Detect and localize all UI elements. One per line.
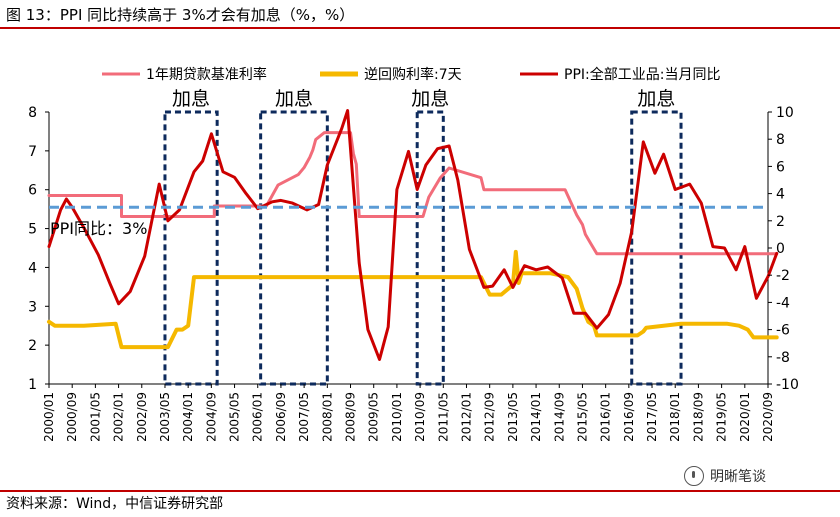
x-tick-label: 2002/01 (112, 392, 126, 442)
x-tick-label: 2005/05 (228, 392, 242, 442)
x-tick-label: 2009/05 (367, 392, 381, 442)
threshold-line: PPI同比：3% (49, 205, 768, 238)
right-tick-label: -2 (776, 268, 790, 284)
wechat-icon (684, 466, 704, 486)
x-tick-label: 2020/09 (761, 392, 775, 442)
x-tick-label: 2004/09 (204, 392, 218, 442)
threshold-label: PPI同比：3% (50, 219, 147, 238)
x-tick-label: 2018/09 (691, 392, 705, 442)
x-tick-label: 2001/05 (88, 392, 102, 442)
left-tick-label: 3 (28, 299, 37, 315)
left-tick-label: 2 (28, 338, 37, 354)
legend-label-1: 1年期贷款基准利率 (146, 66, 267, 83)
series-line-2 (47, 249, 779, 350)
right-tick-label: 0 (776, 241, 785, 257)
left-tick-label: 1 (28, 377, 37, 393)
x-tick-label: 2012/01 (459, 392, 473, 442)
x-tick-label: 2018/01 (668, 392, 682, 442)
left-tick-label: 4 (28, 260, 37, 276)
figure-title: 图 13：PPI 同比持续高于 3%才会有加息（%，%） (6, 6, 355, 24)
series-lines (47, 109, 779, 361)
annotation-labels: 加息 加息 加息 加息 (172, 88, 675, 110)
x-tick-label: 2013/05 (506, 392, 520, 442)
x-tick-label: 2000/01 (42, 392, 56, 442)
right-tick-label: 6 (776, 159, 785, 175)
rate-hike-box (415, 110, 445, 386)
x-tick-label: 2010/09 (413, 392, 427, 442)
x-tick-label: 2020/01 (738, 392, 752, 442)
source-note: 资料来源：Wind，中信证券研究部 (6, 496, 224, 512)
x-tick-label: 2006/09 (274, 392, 288, 442)
rate-hike-label: 加息 (172, 88, 210, 110)
x-tick-label: 2014/01 (529, 392, 543, 442)
left-tick-label: 8 (28, 105, 37, 121)
watermark: 明晰笔谈 (684, 466, 766, 486)
rate-hike-boxes (163, 110, 683, 386)
right-tick-label: -4 (776, 295, 790, 311)
rate-hike-box (163, 110, 219, 386)
rate-hike-label: 加息 (637, 88, 675, 110)
left-tick-label: 5 (28, 222, 37, 238)
right-tick-label: -6 (776, 323, 790, 339)
x-tick-label: 2002/09 (135, 392, 149, 442)
x-tick-label: 2006/01 (251, 392, 265, 442)
watermark-text: 明晰笔谈 (710, 469, 766, 485)
header-divider (0, 27, 840, 29)
x-tick-label: 2016/09 (622, 392, 636, 442)
right-tick-label: -8 (776, 350, 790, 366)
rate-hike-box (259, 110, 329, 386)
legend-label-3: PPI:全部工业品:当月同比 (564, 66, 720, 83)
axis-ticks: 1 2 3 4 5 6 7 8 -10 -8 -6 -4 -2 0 2 4 6 8 10 2000/01 2000/09… (28, 105, 799, 442)
x-tick-label: 2016/01 (599, 392, 613, 442)
series-line-3 (47, 109, 779, 361)
chart: PPI同比：3% 1 2 3 4 5 6 7 8 -10 -8 -6 -4 -2 0 2 4 6 8 10 2000/… (28, 66, 799, 442)
x-tick-label: 2008/01 (320, 392, 334, 442)
x-tick-label: 2012/09 (483, 392, 497, 442)
x-tick-label: 2000/09 (65, 392, 79, 442)
x-tick-label: 2010/01 (390, 392, 404, 442)
right-tick-label: -10 (776, 377, 799, 393)
legend-label-2: 逆回购利率:7天 (364, 66, 462, 83)
rate-hike-label: 加息 (411, 88, 449, 110)
right-tick-label: 2 (776, 214, 785, 230)
x-tick-label: 2007/05 (297, 392, 311, 442)
left-tick-label: 7 (28, 144, 37, 160)
footer-divider (0, 490, 840, 492)
x-tick-label: 2003/05 (158, 392, 172, 442)
right-tick-label: 10 (776, 105, 794, 121)
legend: 1年期贷款基准利率 逆回购利率:7天 PPI:全部工业品:当月同比 (102, 66, 720, 83)
x-tick-label: 2004/01 (181, 392, 195, 442)
x-tick-label: 2015/05 (575, 392, 589, 442)
x-tick-label: 2017/05 (645, 392, 659, 442)
right-tick-label: 8 (776, 132, 785, 148)
x-tick-label: 2011/05 (436, 392, 450, 442)
rate-hike-label: 加息 (275, 88, 313, 110)
rate-hike-box (630, 110, 683, 386)
x-tick-label: 2019/05 (715, 392, 729, 442)
x-tick-label: 2008/09 (344, 392, 358, 442)
left-tick-label: 6 (28, 183, 37, 199)
x-tick-label: 2014/09 (552, 392, 566, 442)
right-tick-label: 4 (776, 187, 785, 203)
